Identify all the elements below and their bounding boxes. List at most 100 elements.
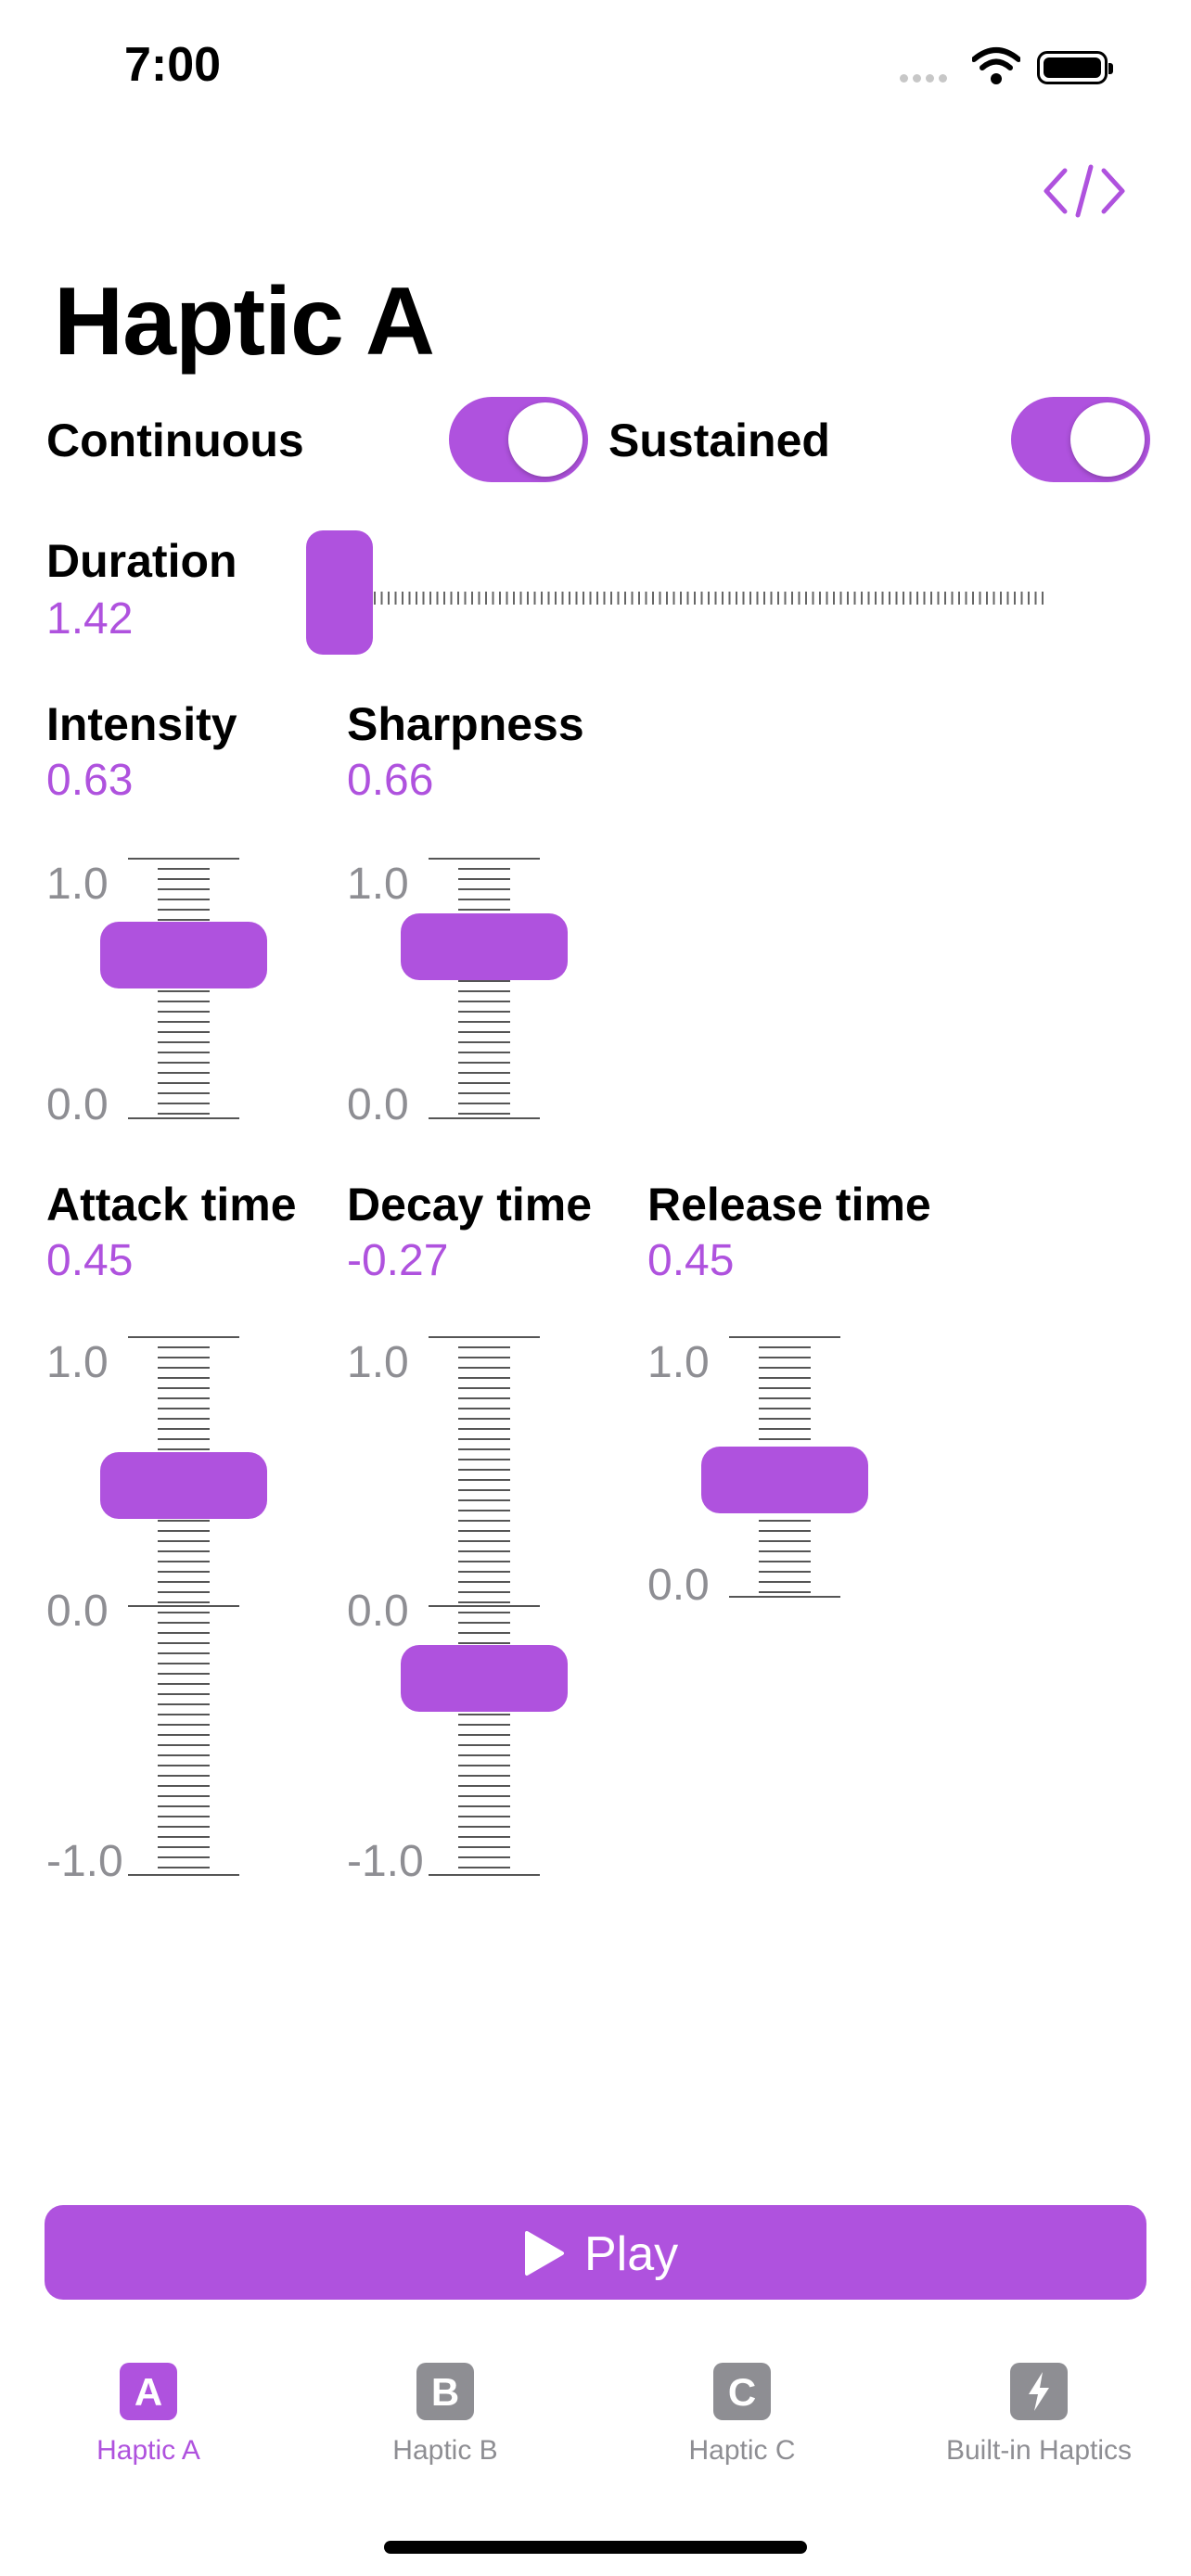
slider-tick: [158, 1540, 210, 1542]
slider-tick: [458, 1052, 510, 1053]
slider-tick: [458, 1011, 510, 1013]
continuous-toggle[interactable]: [449, 397, 588, 482]
slider-tick: [158, 1601, 210, 1603]
slider-tick: [158, 1673, 210, 1675]
slider-tick: [458, 1408, 510, 1409]
slider-tick: [458, 1724, 510, 1726]
slider-tick: [759, 1377, 811, 1379]
attack-max-label: 1.0: [46, 1338, 109, 1387]
slider-tick: [458, 1387, 510, 1389]
slider-tick: [158, 888, 210, 890]
slider-tick: [158, 878, 210, 880]
slider-tick: [458, 1765, 510, 1766]
slider-tick: [458, 1714, 510, 1715]
slider-tick: [458, 1459, 510, 1460]
slider-tick: [759, 1387, 811, 1389]
slider-tick: [458, 1428, 510, 1430]
slider-tick: [158, 1856, 210, 1858]
slider-tick: [158, 909, 210, 911]
slider-tick: [158, 1571, 210, 1573]
tab-haptic-a[interactable]: A Haptic A: [46, 2363, 250, 2467]
slider-tick: [158, 1836, 210, 1838]
slider-tick: [158, 1031, 210, 1033]
slider-tick: [158, 1418, 210, 1420]
attack-mid-label: 0.0: [46, 1587, 109, 1636]
lightning-bolt-icon: [1010, 2363, 1068, 2420]
duration-slider[interactable]: [304, 519, 1046, 658]
intensity-slider[interactable]: [100, 851, 267, 1122]
decay-mid-label: 0.0: [347, 1587, 409, 1636]
slider-tick: [458, 1001, 510, 1002]
slider-tick: [759, 1550, 811, 1552]
slider-tick: [458, 1805, 510, 1807]
tab-label: Haptic C: [688, 2435, 796, 2466]
slider-tick: [458, 1397, 510, 1399]
intensity-min-label: 0.0: [46, 1080, 109, 1129]
slider-tick: [759, 1520, 811, 1522]
slider-tick: [158, 1072, 210, 1074]
slider-tick: [158, 1805, 210, 1807]
slider-tick: [759, 1530, 811, 1532]
slider-tick: [458, 1581, 510, 1583]
slider-tick: [458, 1082, 510, 1084]
slider-tick: [158, 1703, 210, 1705]
slider-major-tick: [128, 1336, 239, 1338]
tab-haptic-b[interactable]: B Haptic B: [343, 2363, 547, 2467]
play-label: Play: [584, 2227, 679, 2281]
slider-tick: [158, 1816, 210, 1817]
slider-tick: [458, 1418, 510, 1420]
slider-tick: [458, 980, 510, 982]
code-brackets-icon[interactable]: [1041, 161, 1128, 221]
slider-tick: [458, 1754, 510, 1756]
slider-tick: [158, 1714, 210, 1715]
slider-thumb[interactable]: [401, 913, 568, 981]
slider-tick: [759, 1591, 811, 1593]
slider-tick: [458, 909, 510, 911]
decay-time-slider[interactable]: [401, 1330, 568, 1879]
sustained-toggle[interactable]: [1011, 397, 1150, 482]
slider-tick: [458, 1846, 510, 1848]
slider-tick: [759, 1418, 811, 1420]
slider-tick: [458, 1041, 510, 1043]
slider-thumb[interactable]: [100, 1451, 267, 1519]
tab-built-in-haptics[interactable]: Built-in Haptics: [937, 2363, 1141, 2467]
release-time-slider[interactable]: [701, 1330, 868, 1600]
slider-thumb[interactable]: [401, 1645, 568, 1713]
slider-tick: [458, 1612, 510, 1613]
slider-tick: [458, 1092, 510, 1094]
decay-time-label: Decay time: [347, 1179, 593, 1231]
slider-major-tick: [128, 1605, 239, 1607]
slider-tick: [458, 1357, 510, 1358]
slider-tick: [458, 1479, 510, 1481]
tab-haptic-c[interactable]: C Haptic C: [640, 2363, 844, 2467]
sharpness-slider[interactable]: [401, 851, 568, 1122]
slider-tick: [458, 1785, 510, 1787]
slider-tick: [158, 1642, 210, 1644]
attack-time-value: 0.45: [46, 1236, 134, 1285]
slider-tick: [759, 1561, 811, 1562]
slider-tick: [759, 1571, 811, 1573]
decay-min-label: -1.0: [347, 1837, 424, 1886]
play-button[interactable]: Play: [45, 2205, 1146, 2300]
duration-slider-thumb: [306, 530, 373, 655]
tab-b-icon: B: [416, 2363, 474, 2420]
slider-tick: [458, 899, 510, 900]
slider-major-tick: [429, 1117, 540, 1119]
sharpness-label: Sharpness: [347, 698, 584, 750]
slider-tick: [158, 1011, 210, 1013]
toggle-knob: [508, 402, 583, 477]
attack-time-slider[interactable]: [100, 1330, 267, 1879]
slider-tick: [158, 1052, 210, 1053]
slider-tick: [458, 1530, 510, 1532]
slider-tick: [158, 868, 210, 870]
slider-tick: [158, 919, 210, 921]
slider-tick: [158, 1693, 210, 1695]
slider-tick: [158, 1113, 210, 1115]
slider-tick: [759, 1346, 811, 1348]
slider-thumb[interactable]: [100, 921, 267, 988]
slider-thumb[interactable]: [701, 1447, 868, 1513]
slider-tick: [458, 1438, 510, 1440]
slider-tick: [158, 1612, 210, 1613]
tab-label: Built-in Haptics: [945, 2435, 1133, 2466]
slider-tick: [759, 1438, 811, 1440]
